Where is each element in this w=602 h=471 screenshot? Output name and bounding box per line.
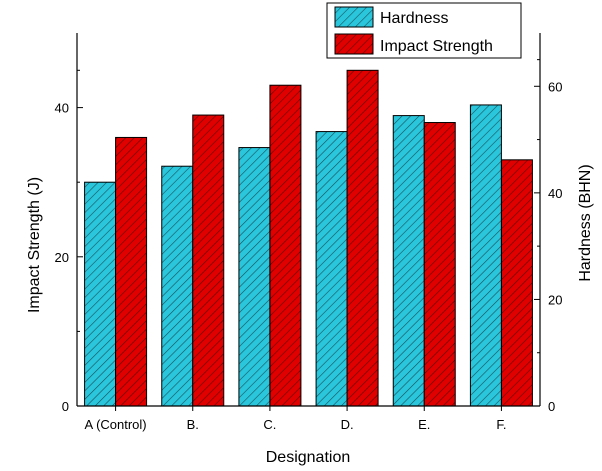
bar-hardness-3: [238, 147, 271, 407]
y2-tick-label: 40: [548, 186, 562, 201]
x-tick-label: C.: [263, 417, 276, 432]
bar-hardness-2: [161, 165, 194, 407]
axes-group: A (Control) B. C. D. E. F. 0 20 40 0 20 40 60: [55, 33, 562, 432]
bar-impact-strength-6: [500, 159, 533, 407]
legend-swatch-impact: [334, 33, 374, 55]
x-tick-label: A (Control): [85, 417, 147, 432]
x-tick-label: D.: [341, 417, 354, 432]
bar-impact-strength-3: [269, 84, 302, 407]
bar-hardness-4: [315, 131, 348, 407]
legend-label-impact: Impact Strength: [380, 38, 493, 55]
legend: Hardness Impact Strength: [326, 2, 522, 59]
legend-swatch-hardness: [334, 6, 374, 28]
bar-impact-strength-4: [346, 69, 379, 407]
y2-axis-title: Hardness (BHN): [577, 164, 594, 281]
x-tick-label: F.: [496, 417, 506, 432]
y-tick-label: 0: [62, 399, 69, 414]
bar-hardness-6: [469, 104, 502, 407]
x-axis-title: Designation: [266, 449, 351, 466]
bar-impact-strength-1: [115, 136, 148, 407]
bar-impact-strength-2: [192, 114, 225, 407]
y-axis-title: Impact Strength (J): [26, 177, 43, 313]
bars-group: [84, 69, 533, 407]
x-tick-label: E.: [418, 417, 430, 432]
legend-label-hardness: Hardness: [380, 10, 448, 27]
x-tick-label: B.: [187, 417, 199, 432]
bar-hardness-1: [84, 181, 117, 407]
bar-impact-strength-5: [423, 122, 456, 407]
y2-tick-label: 0: [548, 399, 555, 414]
bar-hardness-5: [392, 115, 425, 407]
y2-tick-label: 60: [548, 79, 562, 94]
y2-tick-label: 20: [548, 292, 562, 307]
y-tick-label: 40: [55, 101, 69, 116]
y-tick-label: 20: [55, 250, 69, 265]
